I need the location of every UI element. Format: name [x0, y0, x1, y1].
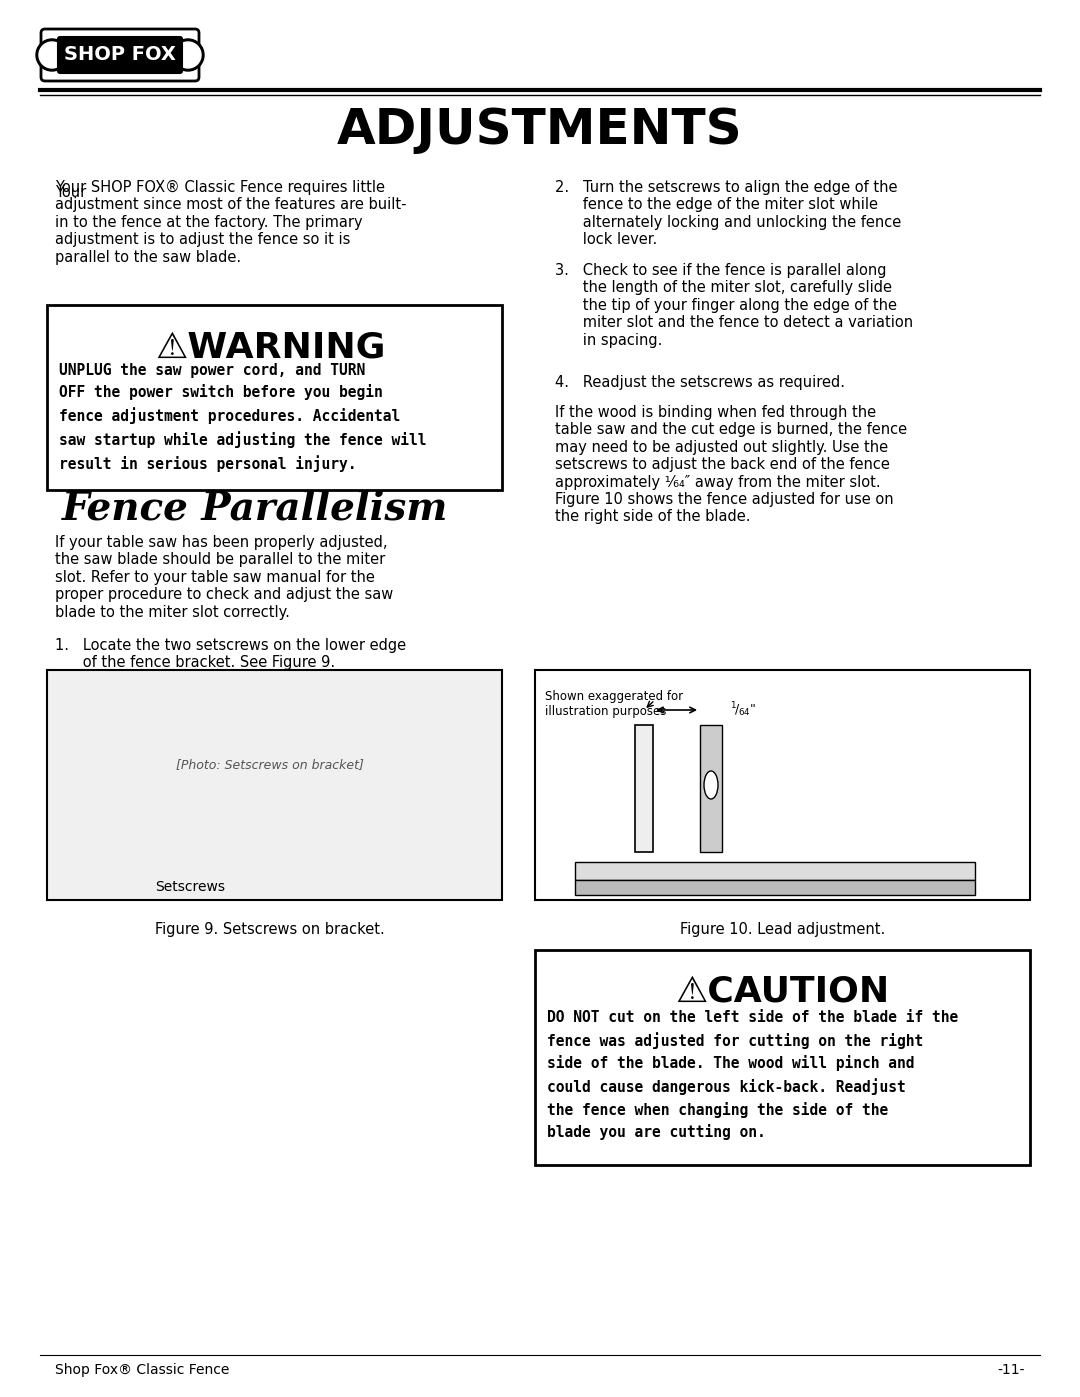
Text: If your table saw has been properly adjusted,
the saw blade should be parallel t: If your table saw has been properly adju… [55, 535, 393, 620]
Text: $^1\!/_{64}$": $^1\!/_{64}$" [730, 701, 756, 719]
Text: 4.   Readjust the setscrews as required.: 4. Readjust the setscrews as required. [555, 374, 845, 390]
FancyBboxPatch shape [48, 305, 502, 490]
Text: Your SHOP FOX® Classic Fence requires little
adjustment since most of the featur: Your SHOP FOX® Classic Fence requires li… [55, 180, 406, 264]
Bar [535, 671, 1030, 900]
Circle shape [36, 39, 68, 71]
Bar [48, 671, 502, 900]
FancyBboxPatch shape [41, 29, 199, 81]
Text: Shop Fox® Classic Fence: Shop Fox® Classic Fence [55, 1363, 229, 1377]
Bar [700, 725, 723, 852]
Ellipse shape [704, 771, 718, 799]
Text: If the wood is binding when fed through the
table saw and the cut edge is burned: If the wood is binding when fed through … [555, 405, 907, 524]
Text: ⚠WARNING: ⚠WARNING [154, 330, 386, 365]
Text: Your: Your [55, 184, 91, 200]
FancyBboxPatch shape [535, 950, 1030, 1165]
Text: 1.   Locate the two setscrews on the lower edge
      of the fence bracket. See : 1. Locate the two setscrews on the lower… [55, 638, 406, 671]
Circle shape [175, 42, 201, 68]
Text: -11-: -11- [998, 1363, 1025, 1377]
Text: ⚠CAUTION: ⚠CAUTION [675, 975, 890, 1009]
Text: Setscrews: Setscrews [156, 880, 225, 894]
Text: DO NOT cut on the left side of the blade if the
fence was adjusted for cutting o: DO NOT cut on the left side of the blade… [546, 1010, 958, 1140]
Text: 3.   Check to see if the fence is parallel along
      the length of the miter s: 3. Check to see if the fence is parallel… [555, 263, 913, 348]
Text: Fence Parallelism: Fence Parallelism [62, 489, 448, 527]
Bar [575, 880, 975, 895]
Text: 2.   Turn the setscrews to align the edge of the
      fence to the edge of the : 2. Turn the setscrews to align the edge … [555, 180, 901, 247]
Text: ADJUSTMENTS: ADJUSTMENTS [337, 106, 743, 154]
Text: Figure 10. Lead adjustment.: Figure 10. Lead adjustment. [680, 922, 886, 937]
Text: INTERNATIONAL: INTERNATIONAL [95, 67, 145, 71]
Bar [635, 725, 653, 852]
FancyBboxPatch shape [58, 36, 183, 73]
Text: Figure 9. Setscrews on bracket.: Figure 9. Setscrews on bracket. [156, 922, 384, 937]
Text: UNPLUG the saw power cord, and TURN
OFF the power switch before you begin
fence : UNPLUG the saw power cord, and TURN OFF … [59, 363, 427, 472]
Text: SHOP FOX: SHOP FOX [64, 46, 176, 64]
Text: WOODSTOCK: WOODSTOCK [99, 39, 141, 43]
Circle shape [39, 42, 65, 68]
Text: Shown exaggerated for
illustration purposes: Shown exaggerated for illustration purpo… [545, 690, 684, 718]
Text: [Photo: Setscrews on bracket]: [Photo: Setscrews on bracket] [176, 759, 364, 771]
Bar [575, 862, 975, 880]
Circle shape [172, 39, 204, 71]
